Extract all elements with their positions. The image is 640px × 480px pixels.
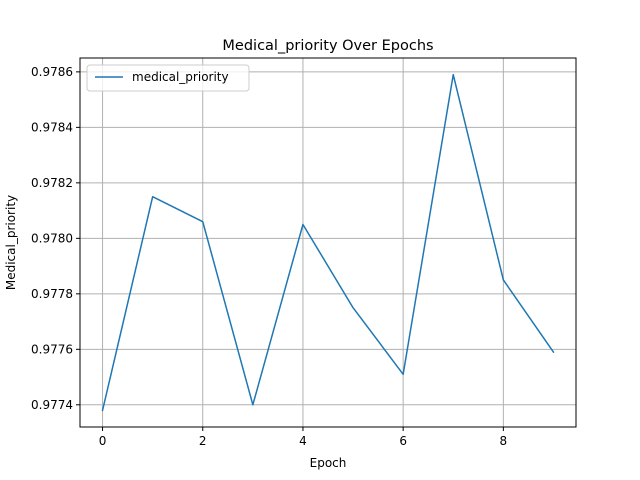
grid-lines (80, 58, 576, 427)
plot-frame (79, 57, 577, 428)
y-tick-label: 0.9776 (31, 342, 73, 356)
y-tick-label: 0.9780 (31, 231, 73, 245)
y-axis-ticks: 0.9774 0.9776 0.9778 0.9780 0.9782 0.9784 0.97… (31, 65, 80, 412)
x-tick-label: 0 (99, 434, 107, 448)
x-tick-label: 4 (299, 434, 307, 448)
y-tick-label: 0.9782 (31, 176, 73, 190)
series-layer (101, 73, 555, 412)
x-tick-label: 2 (199, 434, 207, 448)
x-tick-label: 8 (500, 434, 508, 448)
y-tick-label: 0.9784 (31, 120, 73, 134)
legend-box (86, 64, 250, 92)
legend-label: medical_priority (132, 70, 229, 84)
x-tick-label: 6 (399, 434, 407, 448)
legend: medical_priority (86, 64, 250, 92)
y-tick-label: 0.9774 (31, 398, 73, 412)
y-tick-label: 0.9786 (31, 65, 73, 79)
x-axis-ticks: 0 2 4 6 8 (99, 427, 507, 448)
y-axis-label: Medical_priority (4, 195, 18, 290)
series-line-medical_priority (101, 73, 555, 412)
y-tick-label: 0.9778 (31, 287, 73, 301)
x-axis-label: Epoch (310, 456, 347, 470)
plot-area (80, 58, 576, 427)
chart-title: Medical_priority Over Epochs (222, 38, 433, 54)
